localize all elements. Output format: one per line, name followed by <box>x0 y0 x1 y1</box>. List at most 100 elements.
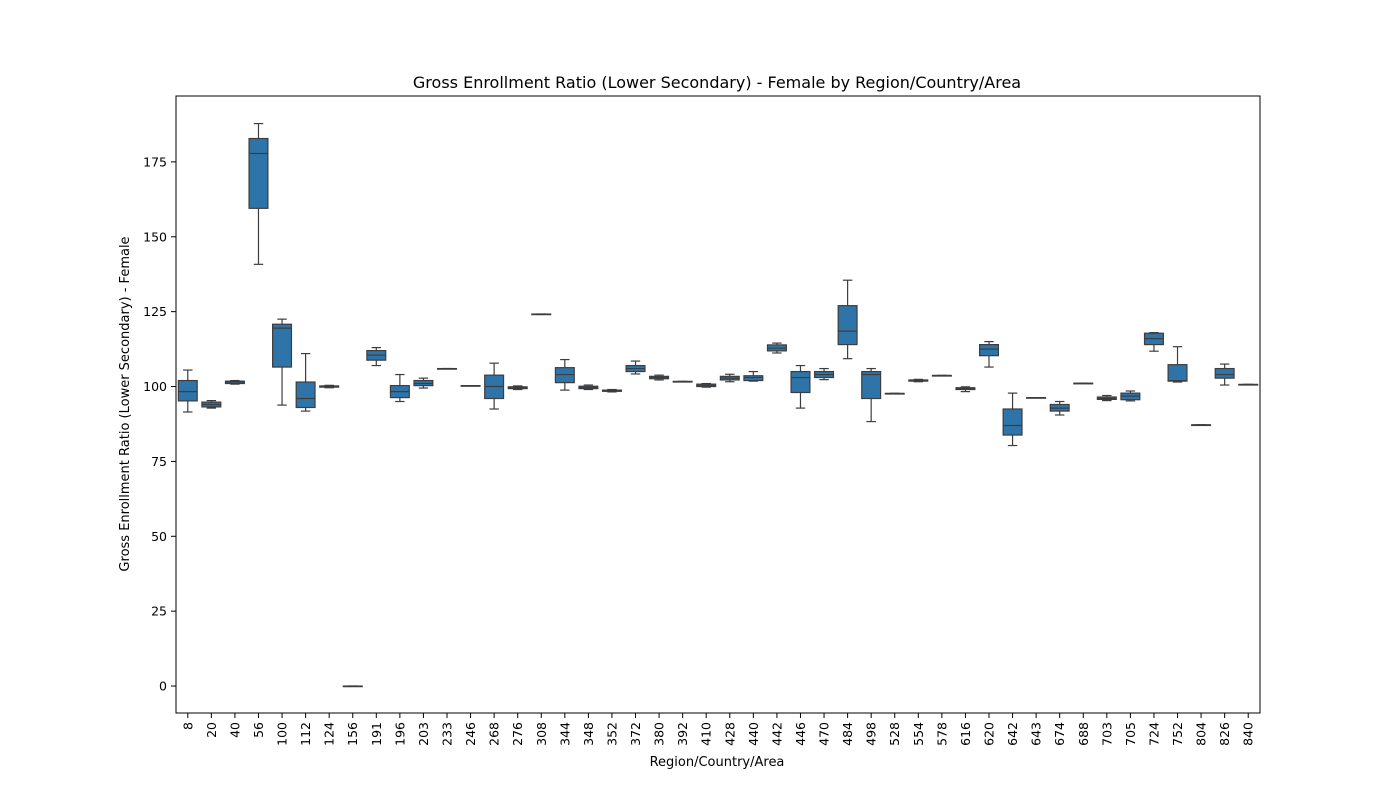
x-tick-label: 620 <box>982 722 997 746</box>
x-tick-label: 156 <box>345 722 360 746</box>
x-tick-label: 8 <box>180 722 195 730</box>
x-tick-label: 380 <box>652 722 667 746</box>
box-112 <box>295 352 316 412</box>
y-tick-label: 50 <box>151 529 167 544</box>
box-724 <box>1143 332 1164 352</box>
x-tick-label: 616 <box>958 722 973 746</box>
box-8 <box>177 369 198 413</box>
box-703 <box>1096 394 1117 402</box>
iqr-box <box>1167 364 1188 382</box>
box-620 <box>978 341 1000 368</box>
y-axis-label: Gross Enrollment Ratio (Lower Secondary)… <box>118 236 133 571</box>
x-tick-label: 428 <box>722 722 737 746</box>
iqr-box <box>1214 367 1235 379</box>
box-428 <box>719 373 740 383</box>
x-tick-label: 703 <box>1099 722 1114 746</box>
x-tick-label: 724 <box>1146 722 1161 746</box>
iqr-box <box>790 370 811 394</box>
x-axis: 8 20 40 56 100 112 124 156 191 196 203 233 246 268 276… <box>180 713 1256 746</box>
iqr-box <box>861 370 882 400</box>
box-372 <box>625 360 646 375</box>
x-tick-label: 112 <box>298 722 313 746</box>
box-484 <box>837 279 858 360</box>
x-tick-label: 674 <box>1052 722 1067 746</box>
x-tick-label: 470 <box>817 722 832 746</box>
x-tick-label: 308 <box>534 722 549 746</box>
x-tick-label: 440 <box>746 722 761 746</box>
y-tick-label: 150 <box>143 229 167 244</box>
chart-title: Gross Enrollment Ratio (Lower Secondary)… <box>413 73 1021 92</box>
box-203 <box>413 377 434 389</box>
box-498 <box>861 367 882 423</box>
iqr-box <box>978 343 1000 357</box>
box-380 <box>649 374 670 381</box>
x-axis-label: Region/Country/Area <box>650 755 785 770</box>
x-tick-label: 578 <box>934 722 949 746</box>
iqr-box <box>248 137 269 209</box>
box-528 <box>884 392 905 395</box>
x-tick-label: 392 <box>675 722 690 746</box>
x-tick-label: 344 <box>557 722 572 746</box>
box-578 <box>931 374 952 377</box>
box-616 <box>955 386 976 393</box>
x-tick-label: 191 <box>369 722 384 746</box>
y-tick-label: 125 <box>143 304 167 319</box>
iqr-box <box>177 379 198 402</box>
box-410 <box>696 382 717 388</box>
box-840 <box>1238 383 1259 386</box>
x-tick-label: 410 <box>699 722 714 746</box>
x-tick-label: 442 <box>769 722 784 746</box>
x-tick-label: 528 <box>887 722 902 746</box>
box-196 <box>389 373 410 403</box>
y-tick-label: 0 <box>159 679 167 694</box>
iqr-box <box>1002 408 1023 436</box>
x-tick-label: 352 <box>604 722 619 746</box>
box-470 <box>814 367 835 381</box>
box-674 <box>1049 400 1070 416</box>
box-446 <box>790 364 811 409</box>
y-axis: 0 25 50 75 100 125 150 175 <box>143 154 176 694</box>
plot-frame <box>175 95 1261 714</box>
box-40 <box>224 379 245 385</box>
box-156 <box>342 685 363 688</box>
x-tick-label: 124 <box>322 722 337 746</box>
box-554 <box>908 378 929 383</box>
box-56 <box>248 122 269 265</box>
y-tick-label: 75 <box>151 454 167 469</box>
y-tick-label: 175 <box>143 154 167 169</box>
x-tick-label: 246 <box>463 722 478 746</box>
box-392 <box>672 380 693 383</box>
x-tick-label: 688 <box>1076 722 1091 746</box>
box-124 <box>319 384 340 389</box>
iqr-box <box>837 305 858 346</box>
box-752 <box>1167 346 1188 383</box>
x-tick-label: 642 <box>1005 722 1020 746</box>
x-tick-label: 372 <box>628 722 643 746</box>
x-tick-label: 840 <box>1241 722 1256 746</box>
box-348 <box>578 384 599 391</box>
x-tick-label: 484 <box>840 722 855 746</box>
x-tick-label: 643 <box>1029 722 1044 746</box>
box-100 <box>272 318 293 406</box>
box-442 <box>766 342 787 354</box>
iqr-box <box>272 323 293 368</box>
box-826 <box>1214 363 1235 386</box>
x-tick-label: 752 <box>1170 722 1185 746</box>
x-tick-label: 348 <box>581 722 596 746</box>
box-268 <box>484 362 505 410</box>
x-tick-label: 446 <box>793 722 808 746</box>
box-688 <box>1073 382 1094 385</box>
x-tick-label: 203 <box>416 722 431 746</box>
x-tick-label: 276 <box>510 722 525 746</box>
x-tick-label: 20 <box>204 722 219 738</box>
box-series <box>177 122 1259 688</box>
iqr-box <box>295 381 316 409</box>
box-643 <box>1026 397 1047 399</box>
y-tick-label: 25 <box>151 604 167 619</box>
box-191 <box>366 346 387 367</box>
x-tick-label: 498 <box>864 722 879 746</box>
box-246 <box>460 385 481 387</box>
x-tick-label: 268 <box>487 722 502 746</box>
